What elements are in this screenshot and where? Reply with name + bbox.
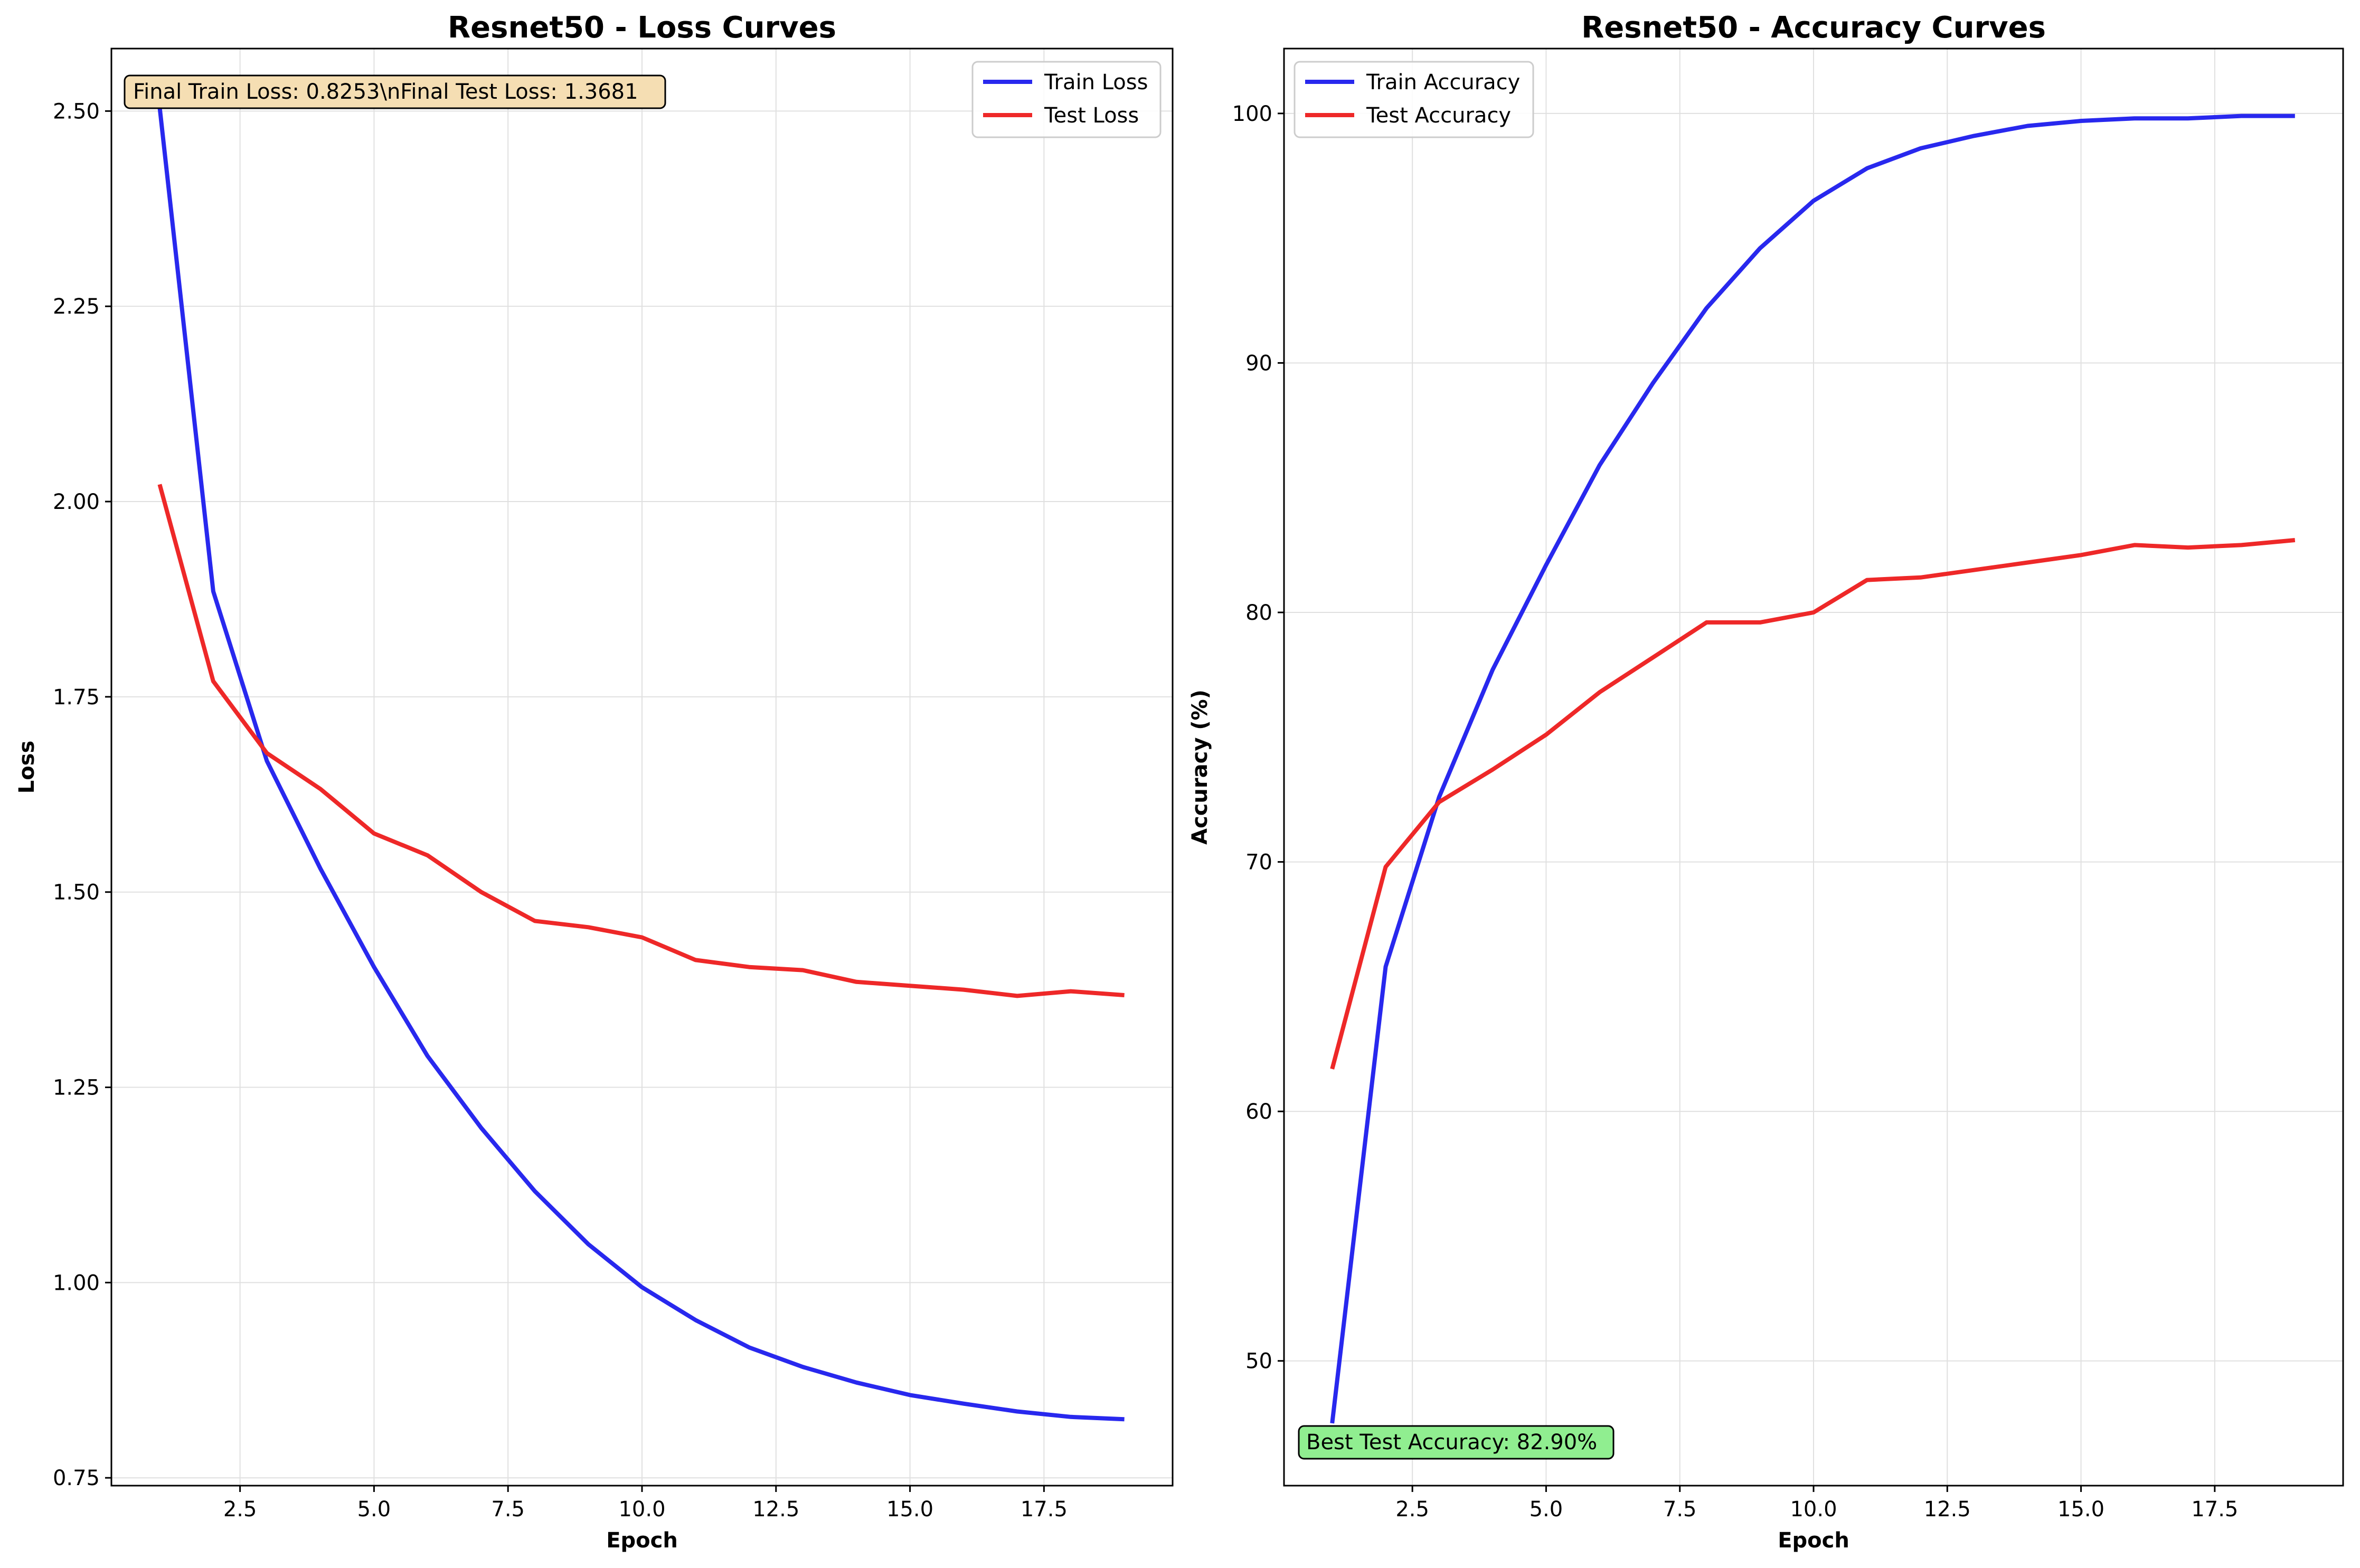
loss-annotation-box [124, 74, 666, 109]
accuracy-grid [1284, 49, 2343, 1486]
loss-x-tick-label: 10.0 [618, 1497, 665, 1522]
loss-y-axis-label: Loss [15, 741, 39, 794]
loss-x-axis-label: Epoch [606, 1528, 678, 1553]
loss-y-tick-label: 2.50 [53, 99, 100, 124]
accuracy-y-tick-label: 80 [1245, 601, 1272, 625]
loss-y-tick-label: 2.25 [53, 295, 100, 319]
accuracy-series-layer [1330, 114, 2296, 1424]
accuracy-annotation-text: Best Test Accuracy: 82.90% [1306, 1430, 1597, 1454]
loss-chart-title: Resnet50 - Loss Curves [448, 11, 836, 45]
loss-annotation-text: Final Train Loss: 0.8253\nFinal Test Los… [133, 80, 638, 104]
accuracy-y-axis-label: Accuracy (%) [1188, 689, 1212, 845]
accuracy-legend: Train Accuracy Test Accuracy [1294, 61, 1534, 138]
accuracy-annotation-box [1298, 1425, 1615, 1460]
loss-legend-item-test: Test Loss [983, 103, 1139, 128]
accuracy-legend-item-test: Test Accuracy [1305, 103, 1511, 128]
accuracy-x-tick-label: 17.5 [2191, 1497, 2238, 1522]
loss-legend-label-train: Train Loss [1044, 70, 1148, 95]
accuracy-y-tick-label: 100 [1232, 102, 1272, 126]
loss-y-tick-label: 1.00 [53, 1271, 100, 1295]
accuracy-x-ticks: 2.5 5.0 7.5 10.0 12.5 15.0 17.5 [1395, 1486, 2238, 1522]
loss-y-tick-label: 0.75 [53, 1466, 100, 1490]
accuracy-y-tick-label: 50 [1245, 1349, 1272, 1374]
accuracy-x-tick-label: 15.0 [2057, 1497, 2104, 1522]
loss-x-tick-label: 2.5 [223, 1497, 257, 1522]
accuracy-legend-label-train: Train Accuracy [1366, 70, 1520, 95]
accuracy-y-tick-label: 60 [1245, 1100, 1272, 1124]
loss-legend-label-test: Test Loss [1044, 103, 1139, 128]
loss-y-tick-label: 1.25 [53, 1076, 100, 1100]
loss-legend-item-train: Train Loss [983, 70, 1148, 95]
accuracy-x-tick-label: 10.0 [1790, 1497, 1837, 1522]
loss-x-tick-label: 17.5 [1021, 1497, 1068, 1522]
loss-series-layer [157, 107, 1125, 1422]
loss-final-values-annotation: Final Train Loss: 0.8253\nFinal Test Los… [124, 74, 666, 109]
loss-x-ticks: 2.5 5.0 7.5 10.0 12.5 15.0 17.5 [223, 1486, 1068, 1522]
loss-series-line-test [157, 484, 1125, 998]
loss-chart-panel: Resnet50 - Loss Curves 2.5 5.0 7.5 10.0 12.5… [15, 11, 1174, 1553]
loss-y-tick-label: 1.75 [53, 685, 100, 710]
loss-x-tick-label: 5.0 [357, 1497, 391, 1522]
accuracy-legend-label-test: Test Accuracy [1366, 103, 1511, 128]
accuracy-legend-item-train: Train Accuracy [1305, 70, 1520, 95]
loss-y-tick-label: 1.50 [53, 881, 100, 905]
loss-x-tick-label: 15.0 [886, 1497, 933, 1522]
accuracy-chart-panel: Resnet50 - Accuracy Curves 2.5 5.0 7.5 10.0… [1188, 11, 2344, 1553]
accuracy-chart-title: Resnet50 - Accuracy Curves [1581, 11, 2046, 45]
accuracy-series-line-test [1330, 538, 2296, 1070]
accuracy-x-tick-label: 12.5 [1924, 1497, 1971, 1522]
accuracy-x-axis-label: Epoch [1778, 1528, 1849, 1553]
accuracy-y-tick-label: 90 [1245, 351, 1272, 375]
accuracy-x-tick-label: 5.0 [1530, 1497, 1563, 1522]
loss-legend: Train Loss Test Loss [971, 61, 1162, 138]
loss-y-tick-label: 2.00 [53, 490, 100, 514]
loss-grid [111, 49, 1173, 1486]
best-accuracy-annotation: Best Test Accuracy: 82.90% [1298, 1425, 1615, 1460]
accuracy-series-line-train [1330, 114, 2295, 1424]
accuracy-x-tick-label: 7.5 [1663, 1497, 1697, 1522]
loss-x-tick-label: 12.5 [752, 1497, 799, 1522]
accuracy-y-tick-label: 70 [1245, 851, 1272, 875]
accuracy-x-tick-label: 2.5 [1395, 1497, 1429, 1522]
accuracy-y-ticks: 50 60 70 80 90 100 [1232, 102, 1284, 1374]
loss-series-line-train [157, 107, 1125, 1422]
loss-y-ticks: 0.75 1.00 1.25 1.50 1.75 2.00 2.25 2.50 [53, 99, 111, 1490]
loss-x-tick-label: 7.5 [491, 1497, 525, 1522]
